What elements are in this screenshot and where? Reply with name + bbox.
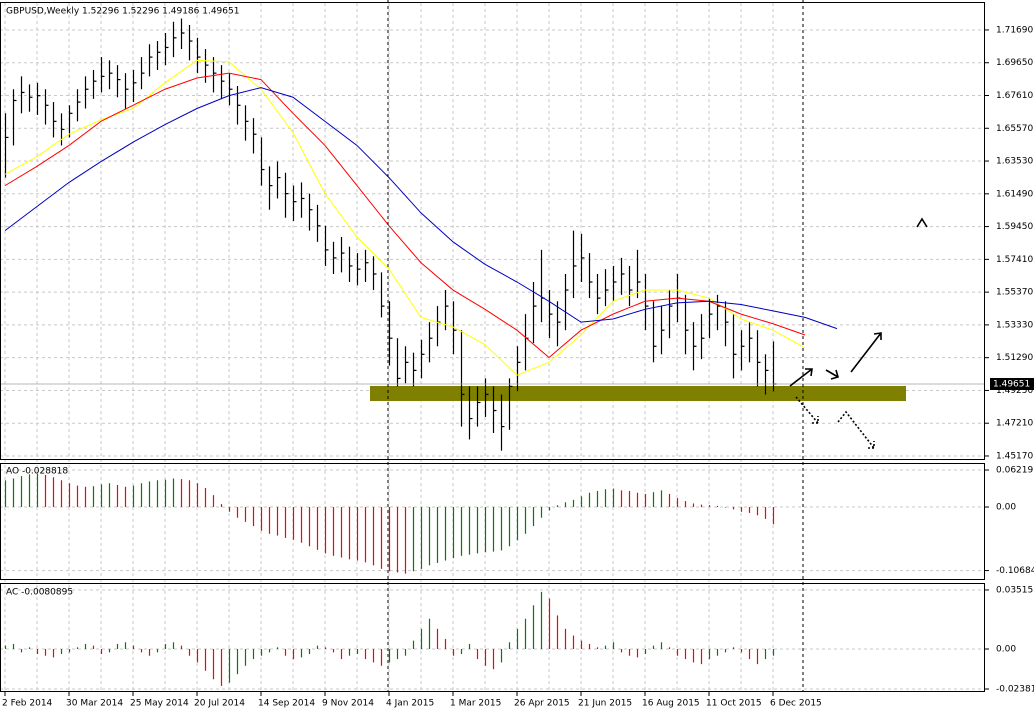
arrow: [916, 217, 928, 228]
x-tick-label: 21 Jun 2015: [578, 699, 632, 709]
price-panel-frame: [0, 2, 985, 460]
current-price-box: [990, 377, 1034, 390]
support-zone: [370, 386, 906, 401]
y-tick-label: 1.67610: [996, 91, 1033, 101]
y-tick-label: 1.61490: [996, 189, 1033, 199]
scenario-arrows: [789, 217, 928, 449]
moving-average: [4, 72, 806, 359]
indicator-title: AC -0.0080895: [6, 588, 73, 598]
y-tick-label: 1.57410: [996, 255, 1033, 265]
chart-title: GBPUSD,Weekly 1.52296 1.52296 1.49186 1.…: [6, 7, 239, 17]
y-tick-label: 1.51290: [996, 353, 1033, 363]
x-tick-label: 6 Dec 2015: [770, 699, 822, 709]
y-tick-label: 1.53330: [996, 320, 1033, 330]
y-tick-label: 1.49250: [996, 386, 1033, 396]
x-tick-label: 2 Feb 2014: [2, 699, 53, 709]
y-tick-label: 1.71690: [996, 25, 1033, 35]
x-tick-label: 20 Jul 2014: [194, 699, 245, 709]
x-tick-label: 26 Apr 2015: [514, 699, 570, 709]
y-tick-label: -0.023810: [996, 684, 1034, 694]
current-price-label: 1.49651: [993, 379, 1030, 389]
x-tick-label: 25 May 2014: [130, 699, 189, 709]
y-tick-label: 1.47210: [996, 419, 1033, 429]
mark-layer: [0, 18, 985, 686]
x-tick-label: 1 Mar 2015: [450, 699, 501, 709]
y-tick-label: -0.106842: [996, 566, 1034, 576]
y-tick-label: 1.59450: [996, 222, 1033, 232]
y-tick-label: 1.69650: [996, 58, 1033, 68]
arrow: [795, 396, 819, 424]
y-tick-label: 1.65570: [996, 124, 1033, 134]
arrow: [850, 332, 882, 373]
moving-average: [4, 59, 806, 376]
arrow: [837, 410, 875, 449]
x-tick-label: 14 Sep 2014: [258, 699, 315, 709]
x-tick-label: 11 Oct 2015: [706, 699, 762, 709]
y-tick-label: 0.00: [996, 503, 1016, 513]
x-tick-label: 30 Mar 2014: [66, 699, 123, 709]
y-tick-label: 1.63530: [996, 157, 1033, 167]
indicator-title: AO -0.028818: [6, 467, 68, 477]
y-tick-label: 1.45170: [996, 451, 1033, 461]
y-tick-label: 0.035153: [996, 585, 1034, 595]
ac-panel-frame: [0, 583, 985, 692]
x-tick-label: 9 Nov 2014: [322, 699, 374, 709]
x-tick-label: 16 Aug 2015: [642, 699, 700, 709]
y-tick-label: 0.06219: [996, 466, 1033, 476]
x-tick-label: 4 Jan 2015: [386, 699, 434, 709]
arrow: [789, 368, 813, 387]
moving-average: [4, 87, 838, 330]
ao-panel-frame: [0, 463, 985, 580]
arrow: [825, 369, 839, 380]
y-tick-label: 1.55370: [996, 288, 1033, 298]
y-tick-label: 0.00: [996, 645, 1016, 655]
